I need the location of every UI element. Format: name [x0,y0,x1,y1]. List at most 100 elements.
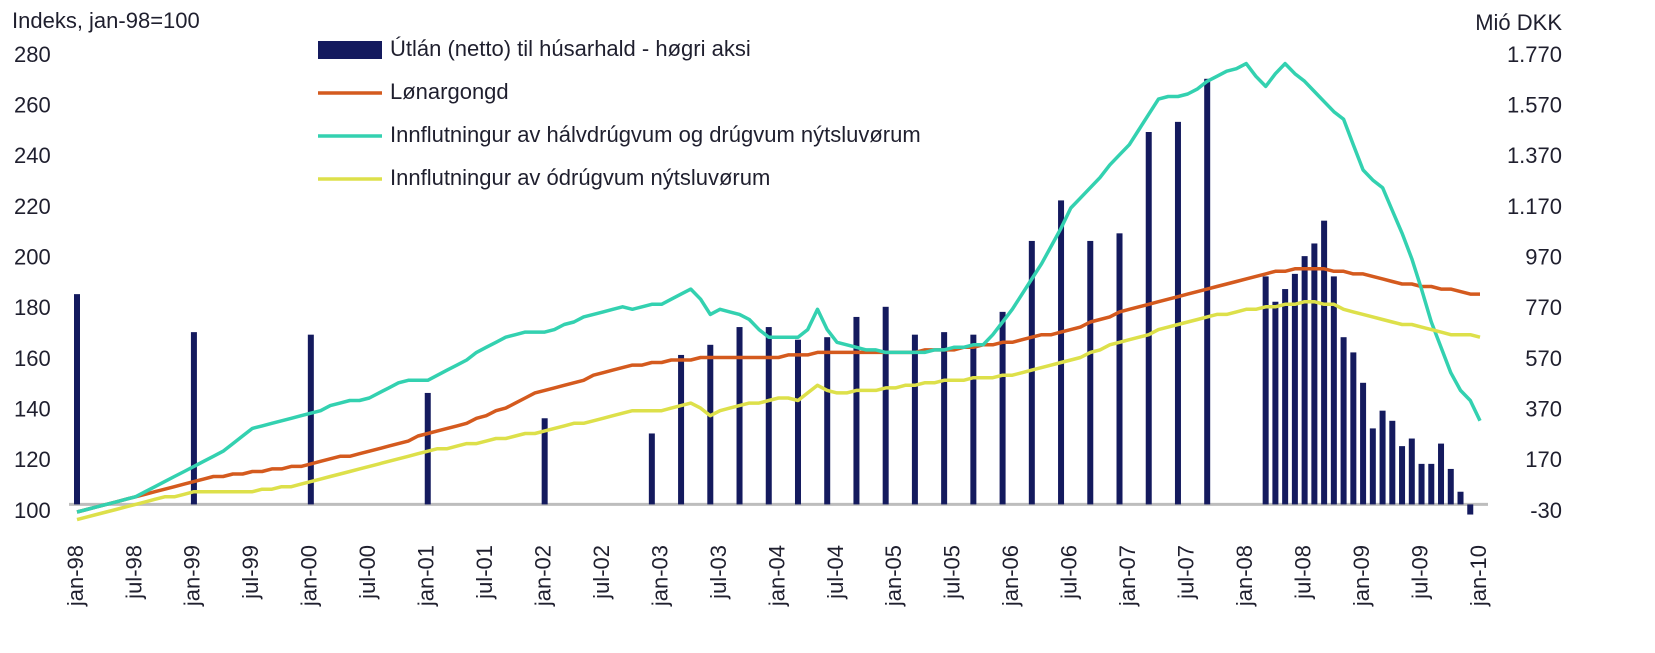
x-tick-label: jan-04 [764,545,789,607]
y2-tick-label: 1.570 [1507,92,1562,117]
line [76,299,1481,522]
line [76,61,1482,514]
bar [1399,446,1406,505]
legend-label: Innflutningur av hálvdrúgvum og drúgvum … [390,122,921,147]
bar [648,433,655,505]
y-axis-label: Indeks, jan-98=100 [12,8,200,33]
y2-axis-label: Mió DKK [1475,10,1562,35]
bar [1447,468,1454,505]
y2-tick-label: 1.170 [1507,194,1562,219]
bar [1369,428,1376,505]
bar [1116,233,1123,505]
x-tick-label: jul-06 [1057,545,1082,600]
bar [1350,352,1357,505]
legend-label: Útlán (netto) til húsarhald - høgri aksi [390,36,751,61]
bar [1145,132,1152,505]
bar [1408,438,1415,505]
y-tick-label: 240 [14,143,51,168]
bar [1087,240,1094,505]
legend-label: Innflutningur av ódrúgvum nýtsluvørum [390,165,770,190]
bar [794,339,801,505]
x-tick-label: jul-03 [706,545,731,600]
y-tick-label: 160 [14,346,51,371]
y2-tick-label: 370 [1525,396,1562,421]
bar [1028,240,1035,505]
line [76,267,1480,514]
x-tick-label: jul-99 [238,545,263,600]
bar [1428,463,1435,505]
bar [1282,289,1289,505]
x-tick-label: jul-04 [823,545,848,600]
bar [1058,200,1065,505]
y-tick-label: 140 [14,396,51,421]
bar [1330,276,1337,505]
x-tick-label: jan-08 [1232,545,1257,607]
bar [1360,382,1367,505]
x-tick-label: jan-02 [530,545,555,607]
bar [678,354,685,505]
bar [1204,78,1211,505]
y2-tick-label: 970 [1525,244,1562,269]
x-tick-label: jan-07 [1115,545,1140,607]
x-tick-label: jan-98 [63,545,88,607]
bar [1389,420,1396,505]
x-tick-label: jul-02 [589,545,614,600]
bar [1272,301,1279,505]
x-tick-label: jul-09 [1407,545,1432,600]
y2-tick-label: 770 [1525,295,1562,320]
bar [941,332,948,505]
bar [1311,243,1318,505]
bar [1262,276,1269,505]
legend-swatch [318,41,382,59]
bar [853,316,860,505]
bar [970,334,977,505]
y-tick-label: 220 [14,194,51,219]
x-tick-label: jan-01 [414,545,439,607]
bar [1321,220,1328,505]
bar [1467,504,1474,515]
bar [541,418,548,505]
bar [1174,121,1181,505]
y2-tick-label: 1.370 [1507,143,1562,168]
x-tick-label: jan-05 [881,545,906,607]
bar [707,344,714,505]
bar [824,337,831,505]
x-tick-label: jul-08 [1290,545,1315,600]
x-tick-label: jan-09 [1349,545,1374,607]
x-tick-label: jul-01 [472,545,497,600]
bar [911,334,918,505]
x-tick-label: jan-06 [998,545,1023,607]
bar [424,392,431,505]
y-tick-label: 280 [14,42,51,67]
bar [1379,410,1386,505]
x-tick-label: jan-99 [180,545,205,607]
x-tick-label: jul-00 [355,545,380,600]
bar [74,294,80,505]
bar [1457,491,1464,505]
x-tick-label: jul-98 [121,545,146,600]
bar [999,311,1006,505]
y-tick-label: 120 [14,447,51,472]
y2-tick-label: 170 [1525,447,1562,472]
x-tick-label: jul-05 [940,545,965,600]
x-tick-label: jan-03 [647,545,672,607]
bar [1301,256,1308,505]
bar [1340,337,1347,505]
bar [307,334,314,505]
x-tick-label: jul-07 [1174,545,1199,600]
bar [1291,273,1298,505]
legend-label: Lønargongd [390,79,509,104]
x-tick-label: jan-10 [1466,545,1491,607]
y-tick-label: 100 [14,498,51,523]
bar [736,327,743,505]
x-tick-label: jan-00 [297,545,322,607]
bar [1438,443,1445,505]
bar [765,327,772,505]
y-tick-label: 260 [14,92,51,117]
y-tick-label: 180 [14,295,51,320]
y2-tick-label: -30 [1530,498,1562,523]
bar [882,306,889,505]
bar [1418,463,1425,505]
y2-tick-label: 1.770 [1507,42,1562,67]
